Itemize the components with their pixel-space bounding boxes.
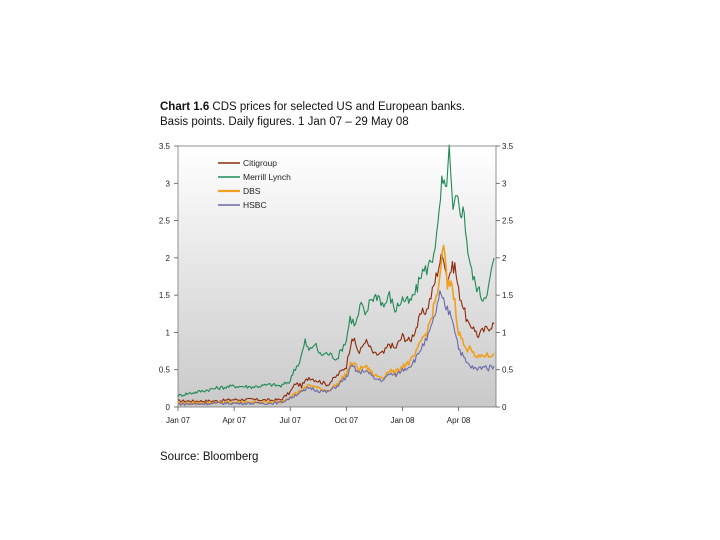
x-tick-label: Apr 08	[447, 416, 471, 425]
y-tick-label-right: 0.5	[502, 366, 514, 375]
x-tick-label: Jan 08	[390, 416, 415, 425]
y-tick-label-left: 0	[166, 403, 171, 412]
chart-title: CDS prices for selected US and European …	[212, 101, 465, 113]
y-tick-label-left: 3	[166, 179, 171, 188]
legend-label: Merrill Lynch	[243, 172, 291, 182]
y-axis-right: 0 0.5 1 1.5 2 2.5 3 3.5	[496, 142, 514, 412]
legend-label: HSBC	[243, 200, 267, 210]
legend: Citigroup Merrill Lynch DBS HSBC	[218, 158, 291, 210]
y-axis-left: 0 0.5 1 1.5 2 2.5 3 3.5	[159, 142, 178, 412]
y-tick-label-right: 1.5	[502, 291, 514, 300]
y-tick-label-left: 2	[166, 254, 171, 263]
series-line-dbs	[177, 244, 495, 406]
series-line-merrill-lynch	[177, 144, 495, 398]
y-tick-label-right: 3.5	[502, 142, 514, 151]
chart-subtitle: Basis points. Daily figures. 1 Jan 07 – …	[160, 116, 409, 128]
y-tick-label-right: 2.5	[502, 217, 514, 226]
x-tick-label: Oct 07	[335, 416, 359, 425]
x-tick-label: Jan 07	[166, 416, 191, 425]
source-note: Source: Bloomberg	[160, 451, 259, 463]
x-tick-label: Apr 07	[222, 416, 246, 425]
y-tick-label-left: 3.5	[159, 142, 171, 151]
legend-label: Citigroup	[243, 158, 277, 168]
x-axis: Jan 07 Apr 07 Jul 07 Oct 07 Jan 08 Apr 08	[166, 407, 471, 425]
y-tick-label-right: 1	[502, 328, 507, 337]
x-tick-label: Jul 07	[280, 416, 302, 425]
y-tick-label-left: 2.5	[159, 217, 171, 226]
series-lines	[177, 144, 495, 406]
series-line-citigroup	[177, 253, 495, 403]
plot-area	[177, 145, 497, 408]
y-tick-label-right: 3	[502, 179, 507, 188]
y-tick-label-right: 0	[502, 403, 507, 412]
legend-label: DBS	[243, 186, 261, 196]
y-tick-label-left: 1	[166, 328, 171, 337]
y-tick-label-right: 2	[502, 254, 507, 263]
series-line-hsbc	[177, 290, 495, 406]
y-tick-label-left: 0.5	[159, 366, 171, 375]
chart-title-block: Chart 1.6 CDS prices for selected US and…	[160, 100, 540, 130]
y-tick-label-left: 1.5	[159, 291, 171, 300]
chart-label: Chart 1.6	[160, 101, 210, 113]
